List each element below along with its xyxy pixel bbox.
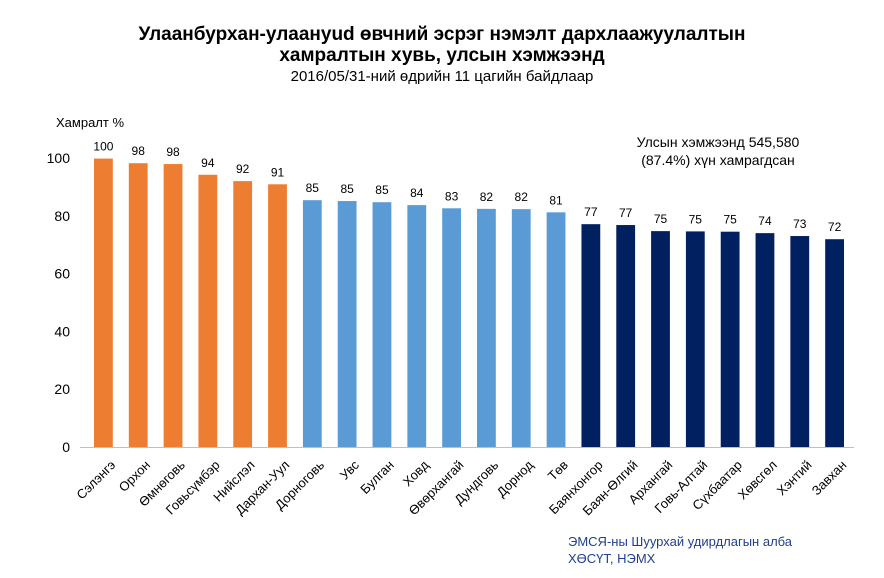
- data-label: 98: [132, 144, 146, 158]
- y-tick-label: 0: [62, 439, 70, 455]
- bar-7: [302, 200, 322, 447]
- bar-19: [720, 231, 740, 447]
- data-label: 82: [515, 190, 529, 204]
- y-tick-label: 60: [54, 266, 70, 282]
- bar-12: [477, 208, 496, 447]
- data-label: 92: [236, 162, 250, 176]
- data-label: 75: [689, 212, 703, 226]
- bar-6: [268, 184, 287, 447]
- data-label: 74: [758, 214, 772, 228]
- bar-1: [94, 158, 113, 447]
- bar-15: [581, 224, 601, 447]
- bar-9: [372, 202, 392, 447]
- data-label: 82: [480, 190, 494, 204]
- data-label: 98: [166, 145, 180, 159]
- x-tick-label: Завхан: [809, 457, 850, 498]
- data-label: 94: [201, 156, 215, 170]
- x-tick-label: Хөвсгөл: [735, 457, 780, 502]
- bar-10: [407, 205, 427, 447]
- national-total-annotation: Улсын хэмжээнд 545,580 (87.4%) хүн хамра…: [598, 133, 838, 169]
- source-line-2: ХӨСҮТ, НЭМХ: [568, 551, 656, 566]
- annotation-line-1: Улсын хэмжээнд 545,580: [636, 134, 800, 150]
- bar-13: [511, 209, 531, 447]
- bar-22: [825, 239, 844, 447]
- data-label: 75: [723, 213, 737, 227]
- data-label: 73: [793, 217, 807, 231]
- x-tick-label: Төв: [545, 457, 571, 483]
- bar-21: [790, 236, 810, 447]
- data-label: 85: [306, 181, 320, 195]
- data-label: 75: [654, 212, 668, 226]
- x-tick-label: Сэлэнгэ: [73, 457, 118, 502]
- data-label: 77: [619, 206, 633, 220]
- y-tick-label: 80: [54, 208, 70, 224]
- y-tick-label: 20: [54, 381, 70, 397]
- bar-11: [442, 208, 461, 447]
- data-label: 77: [584, 205, 598, 219]
- x-tick-label: Ховд: [400, 457, 432, 489]
- bar-17: [651, 231, 670, 447]
- source-line-1: ЭМСЯ-ны Шуурхай удирдлагын алба: [568, 534, 793, 549]
- x-tick-label: Хэнтий: [774, 457, 815, 498]
- bar-2: [128, 163, 148, 447]
- data-label: 85: [375, 183, 389, 197]
- bar-8: [337, 201, 357, 447]
- bar-20: [755, 233, 775, 447]
- data-label: 100: [93, 140, 113, 154]
- y-axis-label: Хамралт %: [56, 115, 125, 130]
- bar-4: [198, 174, 218, 447]
- chart-title: Улаанбурхан-улаануud өвчний эсрэг нэмэлт…: [0, 24, 884, 66]
- x-tick-label: Булган: [357, 457, 397, 497]
- data-label: 84: [410, 186, 424, 200]
- bar-5: [233, 181, 253, 447]
- chart-subtitle: 2016/05/31-ний өдрийн 11 цагийн байдлаар: [290, 68, 594, 85]
- data-label: 85: [340, 182, 354, 196]
- bar-18: [685, 231, 705, 447]
- x-tick-label: Увс: [337, 457, 363, 483]
- source-note: ЭМСЯ-ны Шуурхай удирдлагын алба ХӨСҮТ, Н…: [568, 533, 792, 567]
- data-label: 91: [271, 165, 285, 179]
- chart-title-line-2: хамралтын хувь, улсын хэмжээнд: [279, 45, 605, 66]
- y-tick-label: 40: [54, 323, 70, 339]
- chart-title-line-1: Улаанбурхан-улаануud өвчний эсрэг нэмэлт…: [138, 24, 746, 45]
- annotation-line-2: (87.4%) хүн хамрагдсан: [641, 152, 795, 168]
- y-tick-label: 100: [47, 150, 71, 166]
- data-label: 83: [445, 189, 459, 203]
- bar-3: [163, 164, 183, 447]
- bar-16: [616, 225, 636, 447]
- data-label: 72: [828, 220, 842, 234]
- x-tick-label: Дорнод: [494, 457, 537, 500]
- data-label: 81: [549, 193, 563, 207]
- bar-14: [546, 212, 566, 447]
